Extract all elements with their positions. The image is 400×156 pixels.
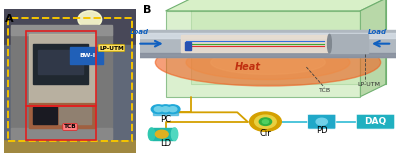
Text: Load: Load: [368, 29, 387, 35]
Bar: [125, 53, 400, 57]
FancyBboxPatch shape: [356, 114, 395, 129]
Text: TCB: TCB: [64, 124, 76, 129]
Bar: [125, 33, 400, 38]
Bar: [60, 107, 91, 124]
Ellipse shape: [78, 11, 102, 28]
Circle shape: [151, 105, 166, 114]
Circle shape: [155, 130, 168, 138]
Ellipse shape: [171, 128, 178, 140]
Circle shape: [162, 107, 170, 112]
FancyBboxPatch shape: [308, 114, 336, 129]
Text: BW-I: BW-I: [79, 53, 95, 58]
Bar: [181, 35, 330, 52]
Bar: [330, 34, 368, 53]
Bar: [26, 31, 96, 105]
Text: B: B: [142, 5, 151, 15]
Bar: [166, 11, 360, 97]
Polygon shape: [191, 0, 386, 84]
Bar: [185, 42, 191, 50]
Polygon shape: [360, 0, 386, 97]
Bar: [153, 106, 178, 115]
Bar: [4, 139, 136, 153]
Bar: [4, 45, 136, 139]
Text: Cir: Cir: [260, 129, 271, 139]
Ellipse shape: [148, 128, 155, 140]
Circle shape: [169, 107, 177, 112]
Circle shape: [259, 118, 272, 125]
Circle shape: [250, 112, 281, 131]
Circle shape: [154, 107, 162, 112]
Bar: [152, 128, 174, 140]
Ellipse shape: [120, 30, 130, 57]
Circle shape: [262, 120, 268, 124]
Bar: [11, 25, 112, 35]
Text: LP-UTM: LP-UTM: [99, 46, 124, 51]
Ellipse shape: [186, 45, 350, 80]
Text: PC: PC: [160, 115, 171, 124]
Bar: [125, 30, 400, 57]
Text: LP-UTM: LP-UTM: [358, 82, 381, 87]
Text: Heat: Heat: [234, 62, 260, 72]
Bar: [11, 27, 29, 139]
Bar: [29, 103, 95, 129]
Circle shape: [166, 105, 180, 114]
Bar: [8, 18, 132, 141]
Text: LD: LD: [160, 139, 171, 148]
Ellipse shape: [211, 50, 325, 74]
Text: TCB: TCB: [319, 88, 331, 93]
Text: PD: PD: [316, 126, 328, 135]
Bar: [38, 50, 83, 74]
Bar: [33, 107, 57, 124]
Text: DAQ: DAQ: [364, 117, 387, 126]
Circle shape: [316, 118, 327, 125]
Text: Load: Load: [130, 29, 149, 35]
Bar: [30, 35, 94, 101]
Bar: [33, 44, 88, 84]
Ellipse shape: [155, 39, 381, 86]
Polygon shape: [166, 0, 386, 11]
Bar: [26, 105, 96, 140]
Bar: [94, 27, 112, 139]
Bar: [4, 9, 136, 45]
Bar: [29, 34, 95, 103]
Bar: [11, 129, 112, 139]
Circle shape: [255, 115, 276, 128]
Circle shape: [158, 105, 173, 114]
Ellipse shape: [328, 34, 331, 53]
Bar: [70, 47, 103, 64]
Text: A: A: [5, 14, 14, 24]
